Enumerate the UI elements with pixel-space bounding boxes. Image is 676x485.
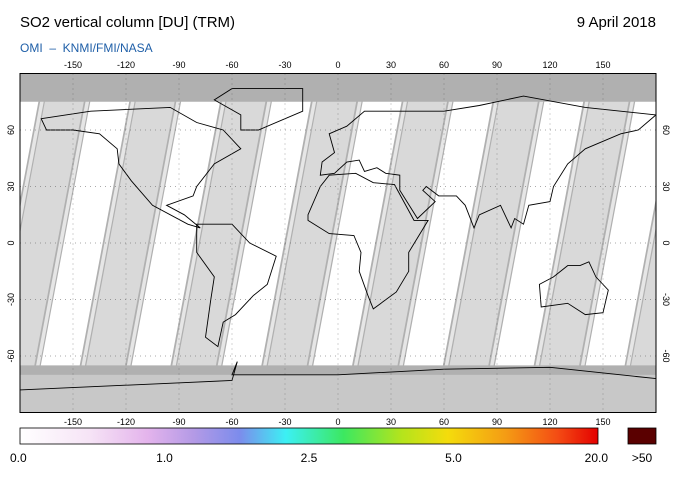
swath	[20, 101, 39, 200]
coastline	[538, 261, 609, 316]
swath	[631, 232, 656, 366]
lon-label-top: -30	[278, 60, 291, 70]
swath	[580, 101, 634, 366]
lat-label-right: 60	[661, 125, 671, 135]
lon-label-bottom: 90	[492, 417, 502, 427]
title: SO2 vertical column [DU] (TRM)	[20, 14, 235, 31]
lat-label-left: 60	[6, 125, 16, 135]
swath	[353, 101, 407, 366]
lat-label-right: -60	[661, 349, 671, 362]
lon-label-bottom: 120	[542, 417, 557, 427]
lon-label-bottom: -60	[225, 417, 238, 427]
swath	[626, 207, 656, 366]
lon-label-top: -60	[225, 60, 238, 70]
map	[20, 73, 676, 413]
lon-label-bottom: -150	[64, 417, 82, 427]
lon-label-top: -120	[117, 60, 135, 70]
swath	[267, 101, 357, 366]
swath	[131, 101, 220, 366]
lon-label-bottom: -120	[117, 417, 135, 427]
coastline	[307, 172, 429, 310]
lon-label-top: 150	[595, 60, 610, 70]
colorbar-label: 20.0	[585, 451, 609, 465]
lon-label-top: -90	[172, 60, 185, 70]
lat-label-right: -30	[661, 293, 671, 306]
date: 9 April 2018	[577, 14, 656, 31]
swath	[177, 101, 266, 366]
lon-label-bottom: 0	[335, 417, 340, 427]
coastline	[319, 95, 656, 230]
coastline	[196, 223, 277, 348]
swath	[444, 101, 498, 366]
lon-label-bottom: 60	[439, 417, 449, 427]
lon-label-top: -150	[64, 60, 82, 70]
lat-label-right: 0	[661, 240, 671, 245]
colorbar-label: 0.0	[10, 451, 27, 465]
swath	[585, 101, 656, 366]
lon-label-top: 30	[386, 60, 396, 70]
map-frame	[19, 73, 657, 413]
swath	[449, 101, 538, 366]
swath	[540, 101, 629, 366]
swath	[399, 101, 453, 366]
coastline	[40, 106, 242, 229]
lat-label-left: -30	[6, 293, 16, 306]
colorbar-overflow-label: >50	[632, 451, 653, 465]
colorbar-overflow	[627, 427, 657, 445]
lon-label-top: 60	[439, 60, 449, 70]
colorbar-label: 1.0	[156, 451, 173, 465]
subtitle: OMI – KNMI/FMI/NASA	[20, 41, 153, 55]
swath	[490, 101, 544, 366]
swath	[404, 101, 493, 366]
lon-label-top: 120	[542, 60, 557, 70]
lon-label-bottom: -30	[278, 417, 291, 427]
lon-label-bottom: 30	[386, 417, 396, 427]
swath	[263, 101, 317, 366]
colorbar	[19, 427, 599, 445]
colorbar-label: 5.0	[445, 451, 462, 465]
lat-label-left: 0	[6, 240, 16, 245]
lat-label-left: 30	[6, 181, 16, 191]
swath	[20, 101, 44, 229]
swath	[36, 101, 90, 366]
lon-label-top: 90	[492, 60, 502, 70]
colorbar-label: 2.5	[301, 451, 318, 465]
coastline	[213, 88, 304, 131]
lon-label-bottom: -90	[172, 417, 185, 427]
lat-label-left: -60	[6, 349, 16, 362]
swath	[40, 101, 130, 366]
swath	[86, 101, 175, 366]
swath	[535, 101, 589, 366]
swath	[672, 102, 676, 366]
lon-label-top: 0	[335, 60, 340, 70]
lat-label-right: 30	[661, 181, 671, 191]
swath	[222, 101, 311, 366]
swath	[494, 101, 584, 366]
lon-label-bottom: 150	[595, 417, 610, 427]
